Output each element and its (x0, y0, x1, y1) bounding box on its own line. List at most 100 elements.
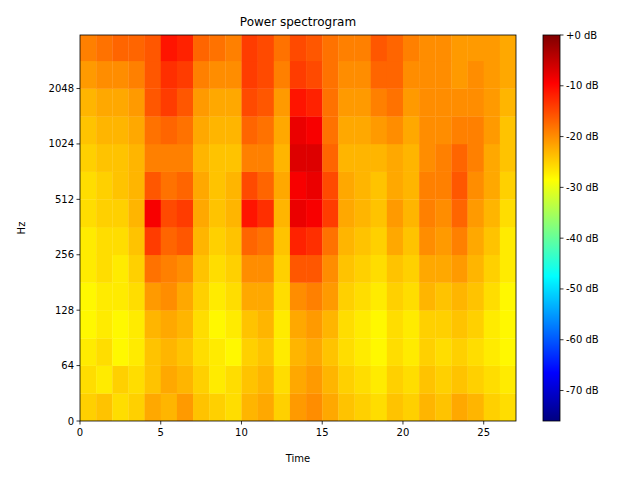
cell (80, 35, 96, 61)
cell (177, 89, 193, 117)
cell (435, 282, 451, 310)
cell (209, 61, 225, 89)
cell (419, 255, 435, 283)
cell (484, 61, 500, 89)
cell (258, 172, 274, 200)
cell (96, 199, 112, 227)
cell (484, 366, 500, 394)
cell (193, 172, 209, 200)
cell (225, 144, 241, 172)
cell (225, 199, 241, 227)
cell (80, 282, 96, 310)
cell (241, 366, 257, 394)
cell (225, 282, 241, 310)
cell (306, 116, 322, 144)
cell (322, 310, 338, 338)
colorbar-tick-label: -40 dB (566, 233, 599, 244)
cell (96, 116, 112, 144)
cell (209, 393, 225, 421)
cell (484, 393, 500, 421)
cell (112, 172, 128, 200)
cell (435, 199, 451, 227)
cell (338, 366, 354, 394)
cell (322, 116, 338, 144)
cell (80, 199, 96, 227)
x-tick-label: 5 (158, 427, 164, 438)
cell (322, 255, 338, 283)
cell (128, 35, 144, 61)
cell (371, 116, 387, 144)
cell (274, 116, 290, 144)
cell (145, 255, 161, 283)
cell (290, 310, 306, 338)
cell (145, 227, 161, 255)
cell (258, 35, 274, 61)
cell (435, 310, 451, 338)
cell (193, 144, 209, 172)
cell (371, 144, 387, 172)
cell (338, 89, 354, 117)
cell (128, 227, 144, 255)
cell (225, 89, 241, 117)
cell (371, 227, 387, 255)
cell (145, 393, 161, 421)
cell (290, 172, 306, 200)
cell (274, 172, 290, 200)
cell (145, 89, 161, 117)
y-tick (77, 421, 81, 422)
cell (451, 199, 467, 227)
cell (177, 199, 193, 227)
cell (484, 282, 500, 310)
cell (371, 393, 387, 421)
cell (451, 172, 467, 200)
cell (306, 89, 322, 117)
cell (451, 35, 467, 61)
cell (355, 310, 371, 338)
cell (306, 199, 322, 227)
cell (419, 116, 435, 144)
cell (96, 35, 112, 61)
cell (355, 199, 371, 227)
cell (209, 282, 225, 310)
cell (403, 255, 419, 283)
cell (209, 366, 225, 394)
cell (500, 89, 516, 117)
cell (387, 310, 403, 338)
y-tick-label: 512 (55, 194, 74, 205)
cell (322, 393, 338, 421)
cell (96, 310, 112, 338)
cell (112, 144, 128, 172)
cell (258, 338, 274, 366)
x-tick-label: 0 (77, 427, 83, 438)
cell (274, 227, 290, 255)
cell (387, 116, 403, 144)
cell (435, 61, 451, 89)
cell (403, 366, 419, 394)
cell (355, 393, 371, 421)
cell (112, 366, 128, 394)
cell (274, 393, 290, 421)
cell (451, 255, 467, 283)
colorbar-tick (560, 85, 564, 86)
cell (258, 393, 274, 421)
cell (338, 393, 354, 421)
cell (161, 35, 177, 61)
cell (225, 393, 241, 421)
cell (419, 199, 435, 227)
cell (112, 338, 128, 366)
cell (451, 61, 467, 89)
cell (258, 366, 274, 394)
cell (241, 144, 257, 172)
cell (451, 310, 467, 338)
cell (290, 61, 306, 89)
cell (419, 227, 435, 255)
cell (290, 116, 306, 144)
cell (128, 255, 144, 283)
cell (193, 61, 209, 89)
cell (258, 89, 274, 117)
cell (209, 255, 225, 283)
cell (290, 282, 306, 310)
cell (500, 393, 516, 421)
cell (451, 89, 467, 117)
cell (451, 338, 467, 366)
